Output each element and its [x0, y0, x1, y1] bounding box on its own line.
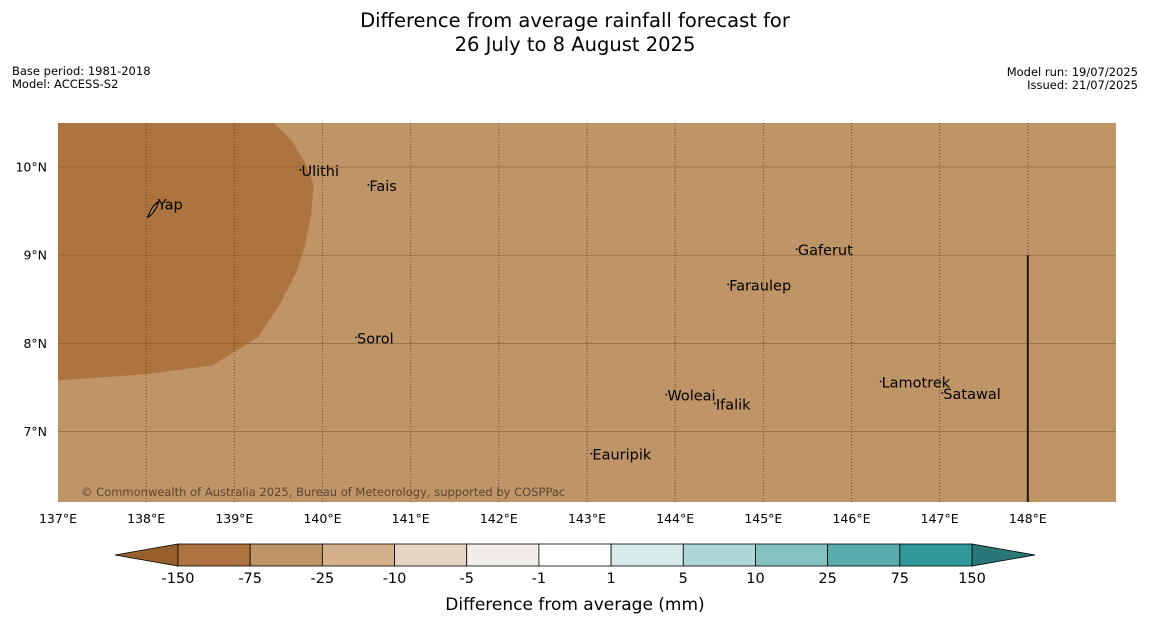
island-label: Faraulep: [729, 278, 791, 294]
lon-tick-label: 138°E: [127, 511, 165, 526]
legend-color-bin: [682, 543, 756, 567]
island-marker: [590, 452, 593, 455]
map-title-line-2: 26 July to 8 August 2025: [454, 33, 696, 56]
island-label: Ulithi: [301, 164, 339, 180]
lon-tick-label: 142°E: [480, 511, 518, 526]
island-label: Gaferut: [798, 243, 853, 259]
anomaly-region-0: [58, 123, 314, 381]
island-marker: [879, 380, 882, 383]
lon-tick-label: 140°E: [303, 511, 341, 526]
legend-tick-label: -1: [532, 571, 546, 587]
island-marker: [155, 202, 158, 205]
model-text: Model: ACCESS-S2: [12, 77, 119, 91]
lon-tick-label: 144°E: [656, 511, 694, 526]
legend-color-bin: [249, 543, 323, 567]
legend-tick-label: 25: [818, 571, 836, 587]
legend-tick-label: -10: [383, 571, 407, 587]
issued-text: Issued: 21/07/2025: [1027, 78, 1138, 92]
island-marker: [713, 402, 716, 405]
legend-color-bin: [755, 543, 829, 567]
island-label: Eauripik: [592, 448, 651, 464]
island-label: Woleai: [667, 389, 715, 405]
island-marker: [355, 336, 357, 339]
island-marker: [299, 168, 302, 171]
island-label: Yap: [157, 197, 183, 213]
lat-tick-label: 8°N: [23, 336, 47, 351]
legend-color-bin: [466, 543, 540, 567]
lat-tick-label: 10°N: [15, 160, 47, 175]
legend-tick-label: -5: [459, 571, 473, 587]
lat-tick-label: 7°N: [23, 424, 47, 439]
lon-tick-label: 146°E: [832, 511, 870, 526]
island-marker: [665, 393, 668, 396]
legend-tick-label: 75: [891, 571, 909, 587]
map-title-line-1: Difference from average rainfall forecas…: [360, 9, 790, 32]
island-marker: [795, 248, 798, 251]
legend-tick-label: 5: [679, 571, 688, 587]
island-marker: [367, 183, 370, 186]
legend-extend-low-arrow: [114, 543, 179, 567]
island-label: Lamotrek: [882, 375, 951, 391]
lon-tick-label: 137°E: [39, 511, 77, 526]
island-marker: [941, 391, 944, 394]
lon-tick-label: 145°E: [744, 511, 782, 526]
legend-tick-label: -25: [311, 571, 335, 587]
legend-color-bin: [610, 543, 684, 567]
legend-color-bin: [538, 543, 612, 567]
legend-tick-label: -75: [238, 571, 262, 587]
lon-tick-label: 148°E: [1009, 511, 1047, 526]
legend-tick-label: 1: [606, 571, 615, 587]
legend-tick-label: 150: [958, 571, 986, 587]
lon-tick-label: 143°E: [568, 511, 606, 526]
copyright-notice: © Commonwealth of Australia 2025, Bureau…: [81, 485, 565, 499]
legend-color-bin: [827, 543, 901, 567]
lon-tick-label: 147°E: [921, 511, 959, 526]
meta-right: Model run: 19/07/2025 Issued: 21/07/2025: [1007, 66, 1138, 92]
meta-left: Base period: 1981-2018 Model: ACCESS-S2: [12, 65, 151, 91]
legend-tick-label: 10: [746, 571, 764, 587]
legend-title: Difference from average (mm): [445, 595, 704, 615]
legend-extend-high-arrow: [971, 543, 1036, 567]
legend-color-bin: [177, 543, 251, 567]
yap-island-outline: [146, 200, 160, 219]
legend-color-bin: [899, 543, 973, 567]
model-run-text: Model run: 19/07/2025: [1006, 65, 1138, 79]
legend-color-bin: [394, 543, 468, 567]
base-period-text: Base period: 1981-2018: [12, 64, 151, 78]
lon-tick-label: 141°E: [392, 511, 430, 526]
island-label: Sorol: [357, 331, 394, 347]
legend-tick-label: -150: [162, 571, 195, 587]
lat-tick-label: 9°N: [23, 248, 47, 263]
legend-color-bin: [321, 543, 395, 567]
island-marker: [727, 283, 729, 286]
lon-tick-label: 139°E: [215, 511, 253, 526]
island-label: Ifalik: [716, 397, 751, 413]
island-label: Satawal: [943, 387, 1000, 403]
island-label: Fais: [369, 179, 396, 195]
anomaly-regions: [58, 123, 314, 381]
